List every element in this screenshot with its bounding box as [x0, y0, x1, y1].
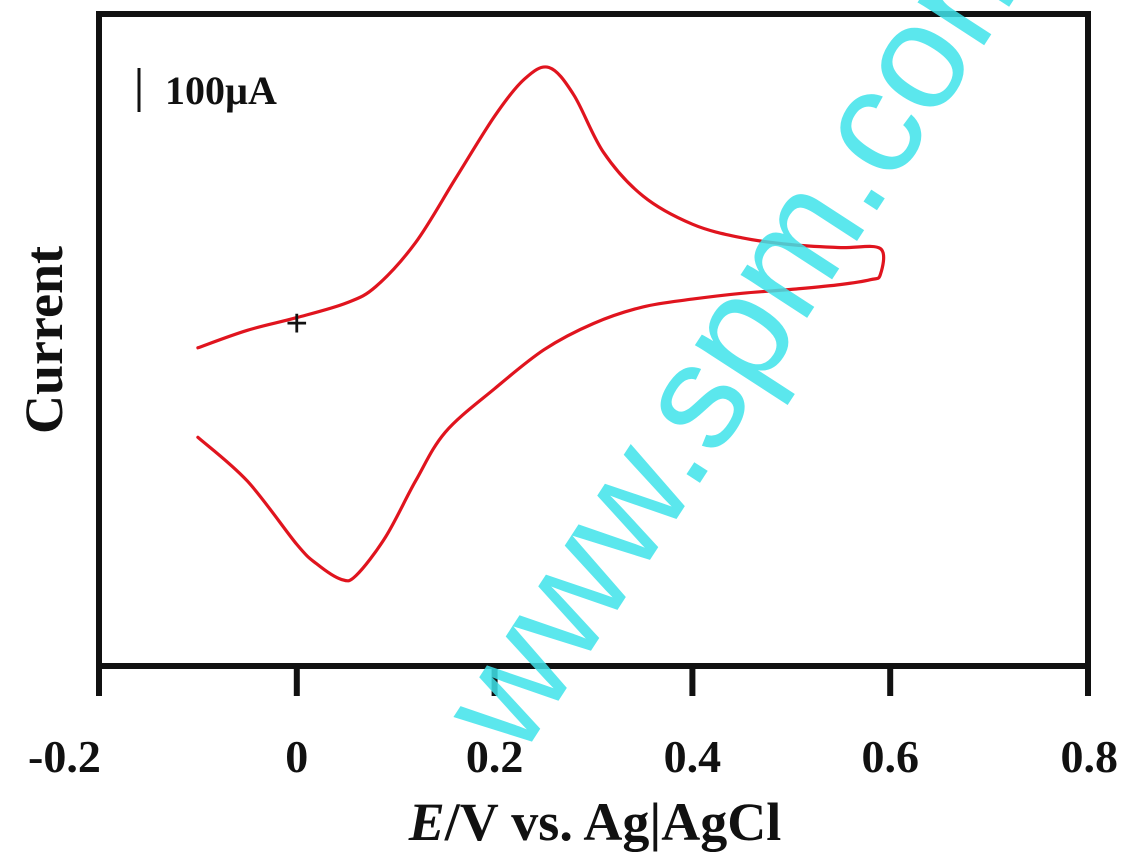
scale-bar: 100µA [137, 68, 277, 113]
x-axis-label-italic: E [408, 792, 445, 852]
x-axis-ticks: -0.2 0 0.2 0.4 0.6 0.8 [28, 666, 1118, 782]
x-tick-label: 0.6 [861, 731, 919, 782]
x-tick-label: 0.2 [466, 731, 524, 782]
x-axis-label: E/V vs. Ag|AgCl [408, 792, 781, 852]
x-tick-label: -0.2 [28, 731, 101, 782]
y-axis-label: Current [14, 246, 74, 434]
x-tick-label: 0 [285, 731, 308, 782]
cv-curve-series [196, 65, 886, 583]
x-axis-label-rest: /V vs. Ag|AgCl [444, 792, 781, 852]
plot-frame [96, 11, 1091, 669]
x-tick-label: 0.4 [664, 731, 722, 782]
start-point-marker: + [285, 301, 308, 346]
x-tick-label: 0.8 [1061, 731, 1119, 782]
watermark-text: www.spm.com.cn [405, 0, 1126, 778]
scale-bar-label: 100µA [165, 68, 277, 113]
